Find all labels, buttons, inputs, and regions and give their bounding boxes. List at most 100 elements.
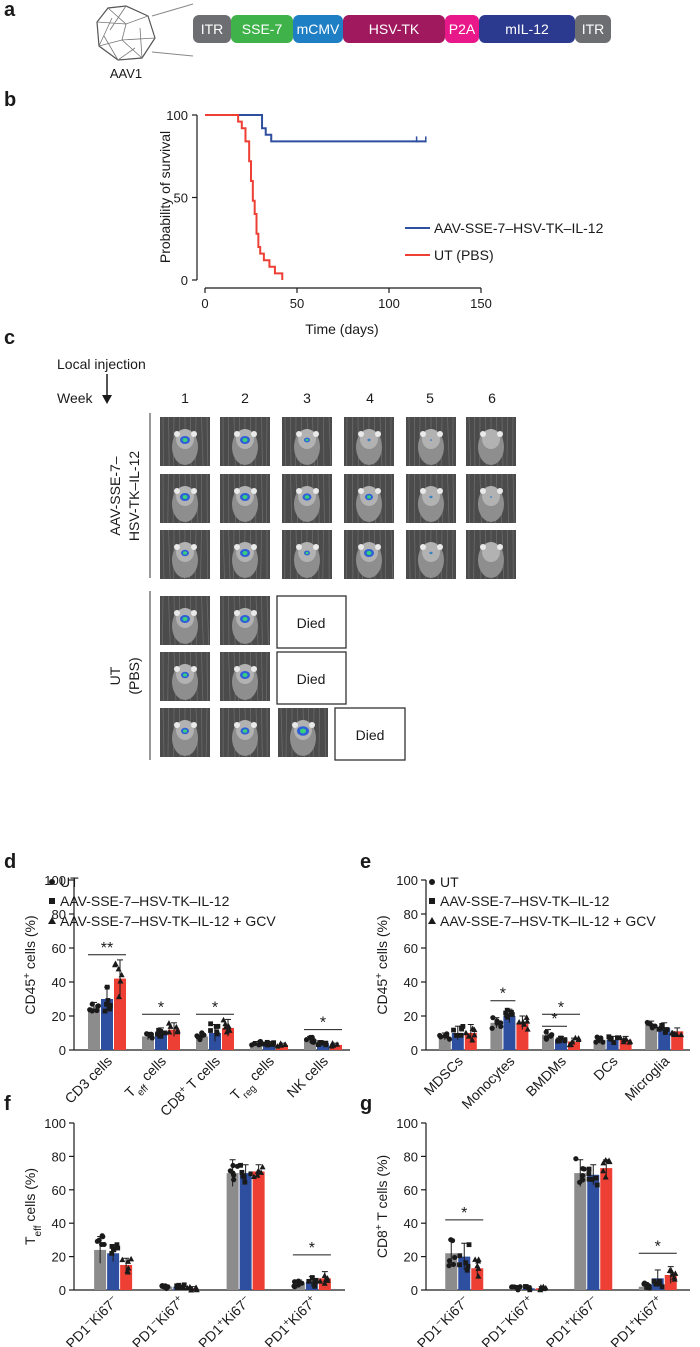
data-point-square bbox=[109, 1244, 115, 1249]
data-point-square bbox=[239, 1169, 245, 1175]
data-point-triangle bbox=[465, 1033, 472, 1039]
bar bbox=[593, 1039, 606, 1050]
image-texture bbox=[266, 416, 268, 467]
bar bbox=[503, 1016, 516, 1050]
legend-d-ut: UT bbox=[60, 874, 79, 890]
data-point-triangle bbox=[277, 1041, 284, 1047]
group-aav-label-2: HSV-TK–IL-12 bbox=[126, 451, 142, 541]
mouse-ear bbox=[174, 488, 180, 494]
data-point-triangle bbox=[537, 1286, 544, 1293]
data-point-triangle bbox=[524, 1018, 531, 1024]
image-texture bbox=[506, 416, 508, 467]
data-point-square bbox=[214, 1031, 220, 1037]
x-category-label: Monocytes bbox=[458, 1053, 517, 1112]
data-point-circle bbox=[444, 1033, 450, 1039]
image-texture bbox=[201, 416, 204, 467]
data-point-square bbox=[104, 1001, 109, 1007]
data-point-triangle bbox=[469, 1036, 476, 1043]
data-point-triangle bbox=[119, 1256, 126, 1263]
significance-label: * bbox=[551, 1011, 557, 1028]
group-aav-label-1: AAV-SSE-7– bbox=[107, 456, 123, 535]
bioluminescence-core bbox=[430, 552, 432, 554]
x-tick-label: 100 bbox=[378, 296, 400, 311]
x-category-label: MDSCs bbox=[421, 1053, 466, 1098]
data-point-square bbox=[178, 1285, 184, 1291]
mouse-image bbox=[406, 529, 456, 580]
week-number: 3 bbox=[303, 390, 311, 406]
mouse-ear bbox=[296, 544, 302, 550]
panel-label-b: b bbox=[4, 89, 16, 111]
y-axis-label: CD45+ cells (%) bbox=[374, 915, 391, 1014]
y-tick-label: 100 bbox=[166, 108, 188, 123]
data-point-square bbox=[312, 1279, 318, 1284]
image-texture bbox=[328, 473, 331, 524]
mouse-ear bbox=[437, 488, 443, 494]
bar bbox=[239, 1173, 252, 1290]
data-point-triangle bbox=[254, 1168, 261, 1175]
mouse-ear bbox=[375, 488, 381, 494]
image-texture bbox=[168, 529, 171, 580]
data-point-circle bbox=[543, 1035, 549, 1041]
mouse-ear bbox=[420, 544, 426, 550]
bar bbox=[619, 1039, 632, 1050]
data-point-triangle bbox=[623, 1036, 630, 1042]
legend-marker-circle bbox=[49, 879, 55, 885]
x-category-label: PD1+Ki67− bbox=[542, 1292, 601, 1347]
image-texture bbox=[261, 595, 263, 646]
data-point-square bbox=[111, 1247, 117, 1253]
mouse-head bbox=[482, 429, 500, 449]
bioluminescence-core bbox=[242, 495, 248, 499]
data-point-square bbox=[523, 1284, 529, 1290]
panel-label-e: e bbox=[360, 851, 371, 873]
data-point-triangle bbox=[222, 1020, 229, 1027]
data-point-square bbox=[306, 1278, 312, 1284]
data-point-square bbox=[459, 1026, 465, 1032]
image-texture bbox=[222, 529, 225, 580]
data-point-circle bbox=[581, 1166, 587, 1172]
data-point-triangle bbox=[475, 1273, 482, 1279]
mouse-image bbox=[160, 651, 210, 702]
y-tick-label: 100 bbox=[44, 1116, 66, 1131]
bar bbox=[168, 1029, 180, 1050]
data-point-circle bbox=[291, 1283, 297, 1289]
aav1-label: AAV1 bbox=[110, 66, 142, 81]
image-texture bbox=[447, 473, 450, 524]
mouse-image bbox=[282, 473, 332, 524]
data-point-square bbox=[174, 1283, 180, 1289]
data-point-circle bbox=[600, 1039, 606, 1045]
data-point-circle bbox=[490, 1015, 496, 1021]
bioluminescence-core bbox=[305, 438, 309, 442]
x-category-label: PD1−Ki67+ bbox=[478, 1292, 537, 1347]
image-texture bbox=[507, 473, 510, 524]
data-point-triangle bbox=[671, 1274, 678, 1280]
data-point-circle bbox=[159, 1283, 165, 1289]
data-point-circle bbox=[95, 1003, 101, 1009]
data-point-triangle bbox=[627, 1038, 634, 1044]
y-tick-label: 40 bbox=[52, 1216, 66, 1231]
y-tick-label: 80 bbox=[52, 1149, 66, 1164]
data-point-circle bbox=[543, 1029, 549, 1035]
data-point-circle bbox=[644, 1019, 650, 1026]
data-point-circle bbox=[231, 1177, 237, 1183]
y-tick-label: 0 bbox=[411, 1043, 418, 1058]
mouse-ear bbox=[234, 610, 240, 616]
mouse-head bbox=[482, 542, 500, 562]
panel-f-bar-chart: 0 20 40 60 80 100 Teff cells (%) PD1−Ki67−PD1−K… bbox=[22, 1116, 345, 1347]
panel-b-survival-chart: 0 50 100 150 0 50 100 Time (days) Probability … bbox=[157, 108, 604, 337]
image-texture bbox=[201, 651, 204, 702]
mouse-ear bbox=[480, 488, 486, 494]
mouse-ear bbox=[497, 488, 503, 494]
data-point-square bbox=[457, 1253, 463, 1259]
mouse-head bbox=[482, 486, 500, 506]
image-texture bbox=[408, 529, 411, 580]
y-axis-label: CD45+ cells (%) bbox=[22, 915, 39, 1014]
image-texture bbox=[290, 473, 293, 524]
bioluminescence-core bbox=[242, 438, 248, 442]
image-texture bbox=[162, 529, 165, 580]
data-point-triangle bbox=[116, 993, 123, 1000]
image-texture bbox=[408, 416, 411, 467]
data-point-circle bbox=[573, 1156, 579, 1162]
mouse-ear bbox=[234, 544, 240, 550]
bioluminescence-core bbox=[182, 438, 188, 442]
